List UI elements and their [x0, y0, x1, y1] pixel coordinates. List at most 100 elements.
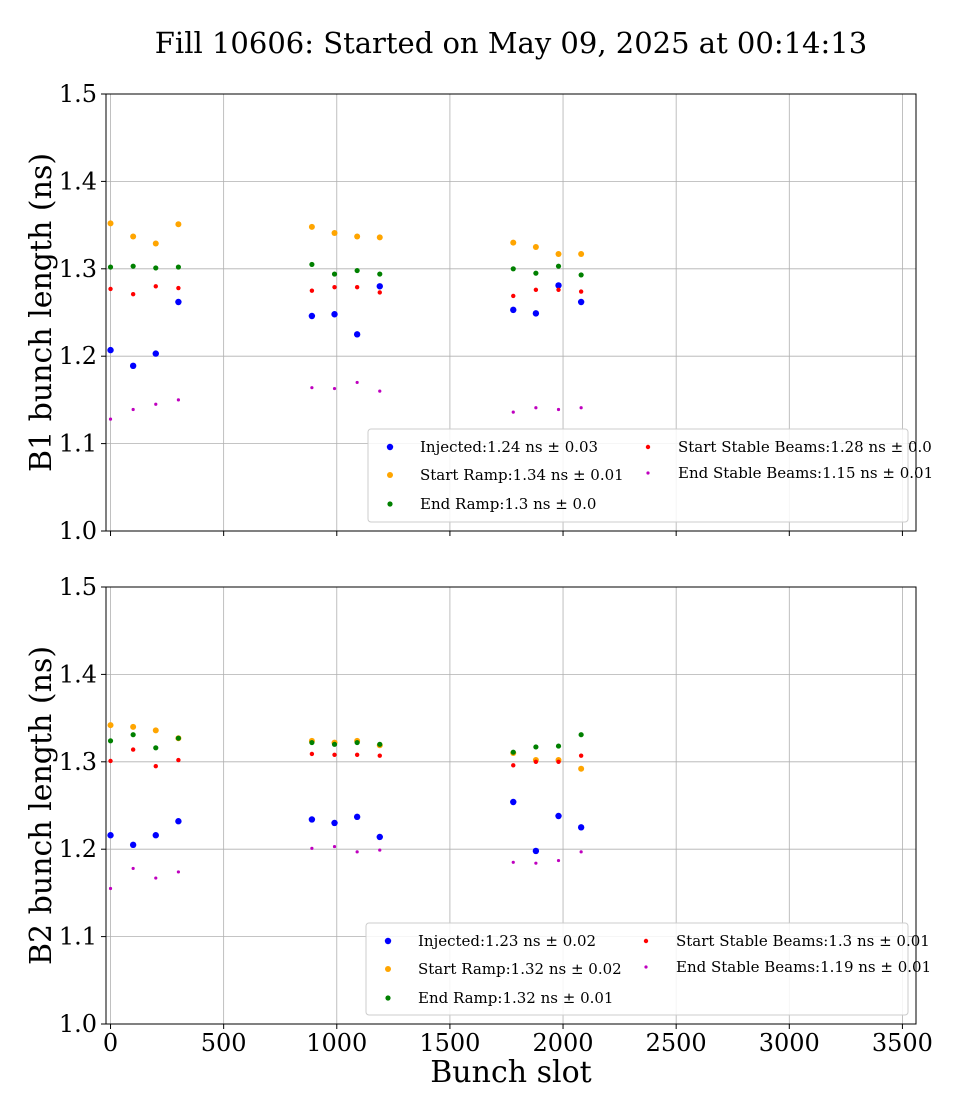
data-point	[578, 732, 584, 738]
legend-box	[367, 428, 909, 523]
data-point	[130, 263, 136, 269]
legend-label: Start Ramp:1.34 ns ± 0.01	[420, 466, 624, 484]
legend-marker	[385, 966, 391, 972]
data-point	[331, 271, 338, 277]
data-point	[354, 284, 360, 290]
data-point	[308, 312, 316, 320]
data-point	[309, 739, 315, 746]
data-point	[354, 267, 360, 274]
data-point	[511, 410, 515, 414]
data-point	[355, 850, 359, 854]
data-point	[108, 886, 113, 891]
x-tick-label: 1500	[419, 1029, 480, 1057]
legend-marker	[643, 938, 649, 944]
data-point	[578, 250, 585, 257]
legend: Injected:1.24 ns ± 0.03 Start Ramp:1.34 n…	[367, 428, 933, 523]
data-point	[377, 290, 382, 295]
data-point	[153, 284, 158, 289]
data-point	[577, 298, 585, 306]
data-point	[579, 406, 583, 410]
data-point	[378, 389, 382, 393]
data-point	[510, 266, 516, 272]
y-axis-label: B1 bunch length (ns)	[24, 153, 59, 472]
data-point	[533, 759, 539, 764]
data-point	[130, 233, 137, 240]
y-tick-label: 1.3	[59, 748, 97, 776]
data-point	[108, 758, 113, 764]
legend-label: Start Ramp:1.32 ns ± 0.02	[418, 960, 622, 978]
data-point	[152, 240, 159, 247]
y-tick-label: 1.0	[59, 1010, 97, 1038]
data-point	[556, 858, 561, 863]
legend-label: End Stable Beams:1.15 ns ± 0.01	[678, 464, 933, 482]
data-point	[176, 870, 181, 874]
data-point	[331, 229, 338, 236]
legend-marker	[646, 471, 650, 475]
legend-label: Start Stable Beams:1.3 ns ± 0.01	[676, 932, 930, 950]
series-start-ramp	[107, 220, 585, 257]
data-point	[378, 848, 382, 852]
y-tick-label: 1.1	[59, 923, 97, 951]
data-point	[353, 813, 361, 821]
data-point	[152, 727, 159, 734]
data-point	[510, 306, 517, 314]
legend-label: Injected:1.24 ns ± 0.03	[420, 438, 598, 456]
x-axis-label: Bunch slot	[430, 1055, 591, 1090]
x-tick-label: 2000	[533, 1029, 594, 1057]
data-point	[130, 291, 136, 297]
legend-marker	[387, 472, 393, 478]
legend-label: End Ramp:1.3 ns ± 0.0	[420, 495, 596, 513]
data-point	[376, 833, 383, 841]
y-tick-label: 1.0	[59, 517, 97, 545]
data-point	[332, 284, 337, 290]
panel-b2: 0 500 1000 1500 2000 2500 3000 3500 1.0 1.1 1.2 1.3…	[24, 573, 933, 1057]
y-tick-label: 1.2	[59, 835, 97, 863]
data-point	[510, 798, 517, 806]
data-point	[332, 844, 337, 849]
data-point	[534, 406, 538, 410]
data-point	[153, 763, 158, 769]
chart-title: Fill 10606: Started on May 09, 2025 at 0…	[155, 26, 867, 60]
data-point	[533, 744, 539, 750]
data-point	[332, 386, 337, 391]
legend-marker	[385, 995, 391, 1001]
data-point	[309, 751, 315, 757]
y-tick-label: 1.5	[59, 573, 97, 601]
data-point	[131, 407, 135, 412]
data-point	[153, 265, 159, 271]
data-point	[376, 234, 383, 241]
data-point	[175, 298, 182, 306]
data-point	[107, 346, 114, 354]
legend-marker	[384, 937, 392, 945]
data-point	[175, 221, 182, 228]
plot-frame	[105, 93, 917, 532]
data-point	[107, 738, 114, 744]
series-start-stable-beams	[108, 284, 584, 299]
data-point	[577, 824, 585, 831]
data-point	[129, 841, 137, 849]
series-end-ramp	[107, 732, 584, 755]
data-point	[510, 239, 517, 246]
y-axis-label: B2 bunch length (ns)	[24, 646, 59, 965]
plot-frame	[105, 586, 917, 1025]
data-point	[175, 735, 182, 741]
data-point	[331, 741, 338, 747]
data-point	[131, 866, 135, 871]
series-injected	[107, 282, 585, 370]
data-point	[175, 818, 182, 825]
data-point	[130, 723, 137, 730]
data-point	[353, 331, 361, 338]
data-point	[354, 739, 360, 746]
legend-marker	[645, 444, 651, 450]
data-point	[511, 293, 516, 299]
y-tick-label: 1.4	[59, 660, 97, 688]
data-point	[578, 289, 584, 294]
data-point	[176, 285, 181, 291]
data-point	[579, 850, 583, 854]
data-point	[377, 271, 383, 277]
data-point	[108, 286, 113, 292]
data-point	[355, 380, 359, 385]
data-point	[556, 287, 561, 292]
data-point	[153, 745, 159, 751]
